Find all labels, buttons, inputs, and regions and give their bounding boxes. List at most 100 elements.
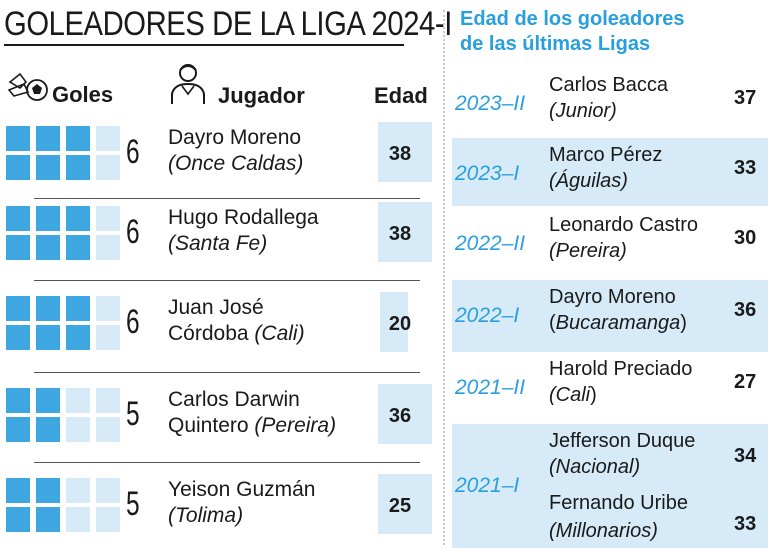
goal-count: 6 [126, 303, 140, 341]
goal-square-filled [36, 507, 60, 532]
history-player-age: 30 [734, 227, 757, 249]
age-badge [378, 202, 432, 262]
goal-square-filled [6, 417, 30, 442]
history-player-club: (Águilas) [549, 170, 628, 192]
goal-square-filled [6, 126, 30, 151]
history-player-age: 33 [734, 157, 757, 179]
goal-square-filled [36, 126, 60, 151]
club-paren-close: ) [590, 384, 597, 406]
history-player-name: Jefferson Duque [549, 430, 696, 452]
player-club-text: (Once Caldas) [168, 152, 304, 175]
goal-square-filled [66, 206, 90, 231]
goal-square-filled [36, 296, 60, 321]
player-club: (Once Caldas) [168, 152, 303, 176]
player-age: 25 [388, 495, 412, 517]
goal-count: 6 [126, 133, 140, 171]
history-player-age: 37 [734, 87, 757, 109]
goal-square-filled [6, 235, 30, 260]
history-player-age: 27 [734, 371, 757, 393]
player-club-text: (Tolima) [168, 504, 244, 527]
goal-square-empty [96, 388, 120, 413]
goal-square-filled [36, 155, 60, 180]
player-name-and-club: Quintero (Pereira) [168, 414, 336, 438]
history-player-club: (Cali) [549, 384, 597, 407]
history-player-name: Dayro Moreno [549, 286, 676, 308]
goal-square-empty [66, 388, 90, 413]
goal-square-filled [6, 325, 30, 350]
age-badge [378, 122, 432, 182]
player-club-text: (Cali) [254, 322, 305, 345]
table-row: 5 Yeison Guzmán (Tolima) 25 [0, 472, 440, 536]
row-divider [34, 198, 420, 199]
goal-square-empty [96, 478, 120, 503]
column-divider [443, 10, 445, 545]
player-name-line2: Quintero [168, 414, 249, 437]
goal-square-empty [96, 235, 120, 260]
goal-square-filled [66, 126, 90, 151]
history-row [452, 138, 768, 206]
age-badge [378, 384, 432, 444]
player-name-and-club: Córdoba (Cali) [168, 322, 305, 346]
history-row [452, 280, 768, 352]
goal-square-empty [96, 296, 120, 321]
goal-square-filled [66, 155, 90, 180]
player-age: 36 [388, 405, 412, 427]
player-club: (Tolima) [168, 504, 243, 528]
history-row [452, 424, 768, 548]
history-player-name: Leonardo Castro [549, 214, 698, 236]
goal-square-filled [36, 388, 60, 413]
goal-square-filled [36, 206, 60, 231]
goal-square-filled [36, 478, 60, 503]
history-year: 2021–II [455, 376, 526, 399]
goal-square-empty [96, 155, 120, 180]
age-badge [380, 292, 408, 352]
club-paren-close: ) [680, 312, 687, 334]
soccer-ball-boot-icon [7, 72, 48, 101]
history-player-age: 33 [734, 513, 757, 535]
player-header-label: Jugador [218, 83, 305, 108]
history-player-age: 34 [734, 445, 757, 467]
age-header-label: Edad [374, 83, 428, 108]
table-row: 6 Dayro Moreno (Once Caldas) 38 [0, 120, 440, 184]
history-year: 2022–II [455, 232, 526, 255]
goal-square-filled [6, 478, 30, 503]
goal-square-empty [96, 206, 120, 231]
history-year: 2022–I [455, 304, 520, 327]
history-player-club: (Nacional) [549, 456, 641, 478]
goal-count: 5 [126, 485, 140, 523]
history-player-club: (Pereira) [549, 240, 627, 262]
goal-square-empty [66, 478, 90, 503]
row-divider [34, 280, 420, 281]
goal-square-filled [66, 325, 90, 350]
history-title-line2: de las últimas Ligas [460, 33, 651, 55]
goal-square-filled [6, 507, 30, 532]
history-year: 2023–II [455, 92, 526, 115]
club-paren-open: ( [549, 312, 556, 334]
player-name: Dayro Moreno [168, 126, 302, 149]
goal-square-filled [66, 296, 90, 321]
goals-header-label: Goles [52, 82, 114, 107]
goal-count: 5 [126, 395, 140, 433]
table-row: 6 Hugo Rodallega (Santa Fe) 38 [0, 200, 440, 264]
table-row: 6 Juan José Córdoba (Cali) 20 [0, 290, 440, 354]
history-year: 2021–I [455, 474, 520, 497]
age-badge [378, 474, 432, 534]
history-player-name: Harold Preciado [549, 358, 693, 380]
goal-count: 6 [126, 213, 140, 251]
history-player-name: Marco Pérez [549, 144, 663, 166]
history-year: 2023–I [455, 162, 520, 185]
club-name: Bucaramanga [555, 312, 681, 334]
page-title: GOLEADORES DE LA LIGA 2024-I [4, 5, 452, 43]
goal-square-filled [36, 325, 60, 350]
goal-square-filled [6, 296, 30, 321]
player-club: (Santa Fe) [168, 232, 267, 256]
player-club-text: (Santa Fe) [168, 232, 268, 255]
player-age: 38 [388, 223, 412, 245]
title-underline [4, 44, 404, 46]
history-player-age: 36 [734, 299, 757, 321]
goal-square-filled [6, 155, 30, 180]
player-person-icon [171, 64, 205, 104]
player-name: Yeison Guzmán [168, 478, 316, 501]
goal-square-filled [6, 388, 30, 413]
history-title-line1: Edad de los goleadores [460, 8, 685, 30]
